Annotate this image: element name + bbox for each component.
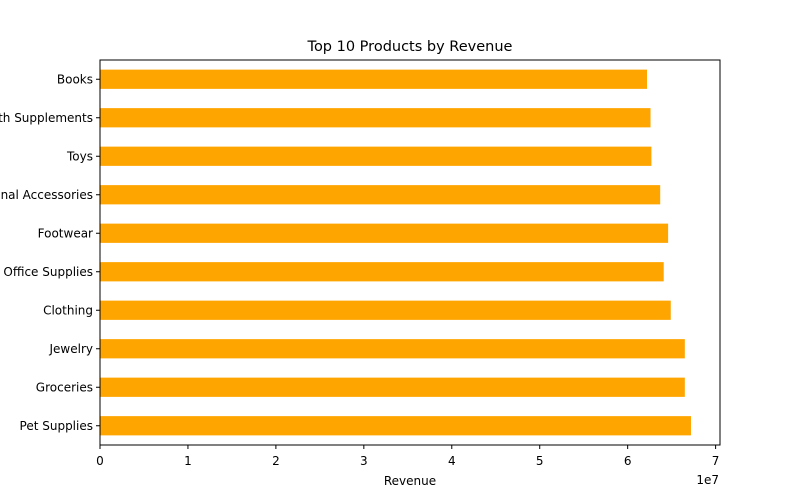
bar bbox=[100, 223, 669, 243]
y-tick-label: Clothing bbox=[43, 303, 93, 317]
bar bbox=[100, 339, 685, 359]
chart-title: Top 10 Products by Revenue bbox=[307, 39, 513, 55]
plot-frame bbox=[99, 59, 721, 446]
bar bbox=[100, 300, 671, 320]
x-tick-label: 3 bbox=[360, 454, 368, 468]
y-tick-label: Office Supplies bbox=[3, 265, 93, 279]
bar bbox=[100, 262, 664, 282]
y-tick-label: Jewelry bbox=[49, 342, 94, 356]
x-tick-label: 1 bbox=[184, 454, 192, 468]
bar bbox=[100, 146, 652, 166]
bars-group bbox=[100, 69, 691, 436]
bar bbox=[100, 185, 661, 205]
y-tick-label: Toys bbox=[66, 149, 93, 163]
bar bbox=[100, 416, 691, 436]
x-tick-label: 5 bbox=[536, 454, 544, 468]
y-tick-label: Footwear bbox=[38, 226, 93, 240]
y-tick-label: Personal Accessories bbox=[0, 188, 93, 202]
y-tick-label: Books bbox=[57, 72, 93, 86]
y-tick-label: Pet Supplies bbox=[20, 419, 93, 433]
bar bbox=[100, 108, 651, 128]
x-tick-label: 6 bbox=[624, 454, 632, 468]
x-tick-label: 0 bbox=[96, 454, 104, 468]
bar bbox=[100, 69, 648, 89]
y-tick-label: Health Supplements bbox=[0, 111, 93, 125]
x-tick-label: 7 bbox=[712, 454, 720, 468]
y-axis-ticks: Pet Supplies Groceries Jewelry Clothing Offi… bbox=[0, 72, 100, 433]
y-tick-label: Groceries bbox=[36, 380, 93, 394]
x-axis-label: Revenue bbox=[384, 474, 436, 488]
x-axis-offset-text: 1e7 bbox=[696, 473, 719, 487]
x-tick-label: 4 bbox=[448, 454, 456, 468]
x-axis-ticks: 0 1 2 3 4 5 6 7 bbox=[96, 445, 719, 468]
bar bbox=[100, 377, 685, 397]
x-tick-label: 2 bbox=[272, 454, 280, 468]
